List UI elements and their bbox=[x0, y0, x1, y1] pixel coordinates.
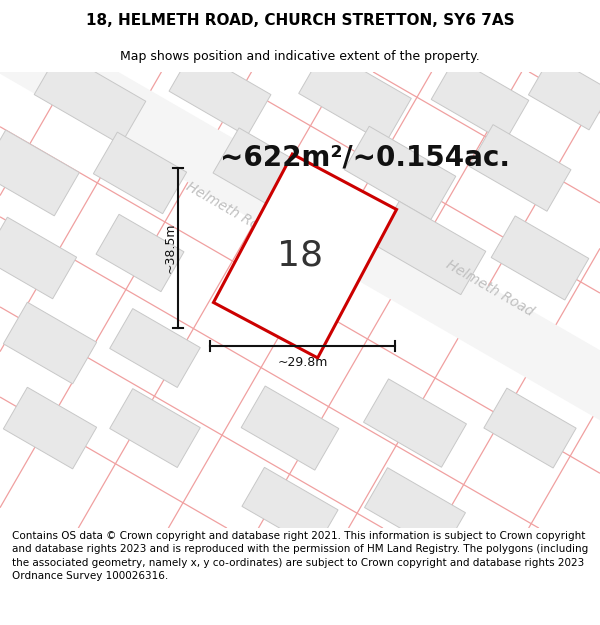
Polygon shape bbox=[0, 130, 79, 216]
Polygon shape bbox=[213, 128, 317, 218]
Polygon shape bbox=[94, 132, 187, 214]
Polygon shape bbox=[214, 154, 397, 358]
Text: ~38.5m: ~38.5m bbox=[163, 222, 176, 273]
Polygon shape bbox=[0, 217, 77, 299]
Polygon shape bbox=[169, 49, 271, 136]
Polygon shape bbox=[469, 124, 571, 211]
Polygon shape bbox=[299, 48, 412, 143]
Text: 18: 18 bbox=[277, 239, 323, 273]
Polygon shape bbox=[364, 379, 466, 468]
Text: Helmeth Road: Helmeth Road bbox=[184, 179, 276, 241]
Text: Contains OS data © Crown copyright and database right 2021. This information is : Contains OS data © Crown copyright and d… bbox=[12, 531, 588, 581]
Text: 18, HELMETH ROAD, CHURCH STRETTON, SY6 7AS: 18, HELMETH ROAD, CHURCH STRETTON, SY6 7… bbox=[86, 12, 514, 28]
Text: ~622m²/~0.154ac.: ~622m²/~0.154ac. bbox=[220, 144, 510, 172]
Polygon shape bbox=[365, 468, 466, 552]
Polygon shape bbox=[4, 302, 97, 384]
Polygon shape bbox=[241, 386, 339, 470]
Polygon shape bbox=[110, 389, 200, 468]
Polygon shape bbox=[4, 388, 97, 469]
Polygon shape bbox=[34, 51, 146, 144]
Text: Map shows position and indicative extent of the property.: Map shows position and indicative extent… bbox=[120, 49, 480, 62]
Text: Helmeth Road: Helmeth Road bbox=[444, 258, 536, 319]
Polygon shape bbox=[110, 309, 200, 388]
Polygon shape bbox=[374, 201, 486, 294]
Polygon shape bbox=[344, 126, 456, 219]
Polygon shape bbox=[242, 468, 338, 549]
Polygon shape bbox=[491, 216, 589, 300]
Polygon shape bbox=[17, 29, 600, 527]
Polygon shape bbox=[0, 0, 600, 447]
Text: ~29.8m: ~29.8m bbox=[277, 356, 328, 369]
Polygon shape bbox=[96, 214, 184, 292]
Polygon shape bbox=[431, 58, 529, 142]
Polygon shape bbox=[529, 56, 600, 130]
Polygon shape bbox=[484, 388, 576, 468]
